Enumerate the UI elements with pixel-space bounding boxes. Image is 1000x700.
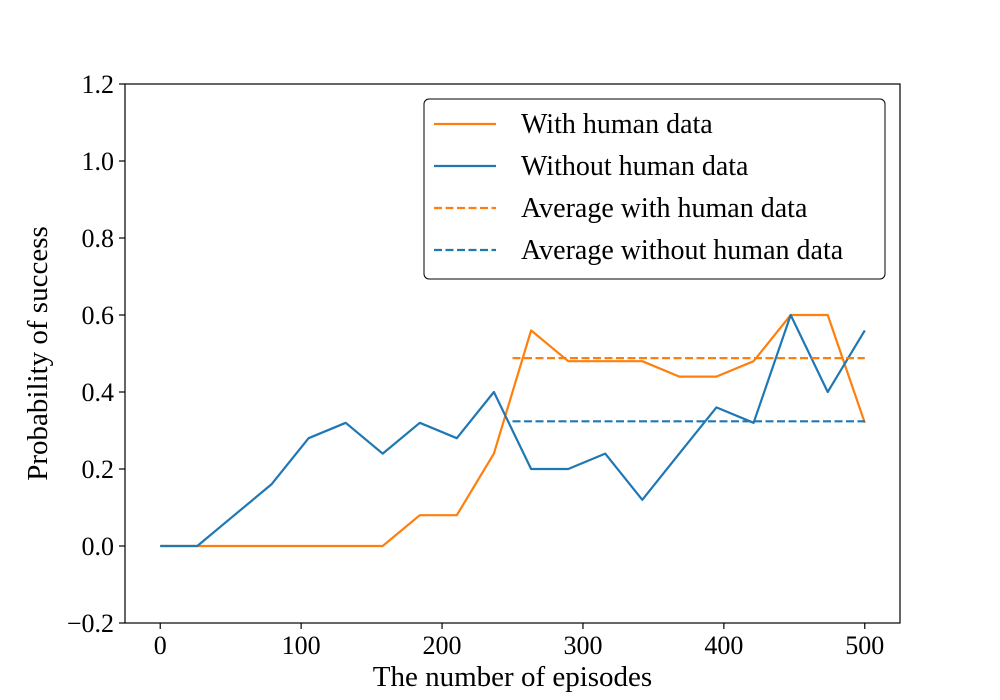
legend-label-average-with-human-data: Average with human data [521, 193, 808, 224]
x-axis-label: The number of episodes [373, 661, 652, 693]
legend-label-without-human-data: Without human data [521, 151, 749, 182]
plot-frame [124, 83, 901, 624]
y-tick-label: 1.0 [82, 147, 115, 176]
plot-series [160, 313, 866, 548]
x-tick-label: 300 [563, 631, 602, 660]
series-line-with-human-data [160, 313, 866, 548]
legend: With human data Without human data Average… [423, 98, 886, 280]
y-tick-label: 1.2 [82, 70, 115, 99]
y-tick-label: 0.8 [82, 224, 115, 253]
x-tick-label: 100 [282, 631, 321, 660]
x-tick-label: 0 [154, 631, 167, 660]
y-axis-label: Probability of success [22, 226, 54, 481]
y-tick-label: −0.2 [67, 609, 114, 638]
legend-label-with-human-data: With human data [521, 109, 713, 140]
y-tick-label: 0.6 [82, 301, 115, 330]
x-tick-label: 400 [704, 631, 743, 660]
x-tick-label: 500 [845, 631, 884, 660]
axis-ticks: 0 100 200 300 400 500 −0.2 0.0 0.2 0.4 0.6 0.8 1.0 1.… [67, 70, 884, 660]
series-line-without-human-data [160, 313, 866, 548]
legend-box [423, 98, 886, 280]
y-tick-label: 0.0 [82, 532, 115, 561]
x-tick-label: 200 [423, 631, 462, 660]
y-tick-label: 0.2 [82, 455, 115, 484]
y-tick-label: 0.4 [82, 378, 115, 407]
legend-label-average-without-human-data: Average without human data [521, 235, 844, 266]
